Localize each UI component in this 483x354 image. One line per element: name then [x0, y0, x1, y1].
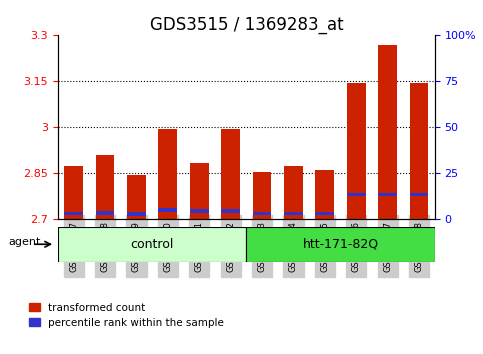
Bar [253, 212, 271, 216]
Bar [410, 83, 428, 219]
Bar [315, 211, 334, 215]
Bar [378, 193, 397, 196]
Bar [190, 163, 209, 219]
Legend: transformed count, percentile rank within the sample: transformed count, percentile rank withi… [29, 303, 224, 328]
Bar [190, 209, 209, 213]
Bar [64, 166, 83, 219]
Bar [158, 129, 177, 219]
Text: control: control [130, 238, 174, 251]
Bar [253, 172, 271, 219]
Bar [410, 193, 428, 196]
Bar [64, 212, 83, 216]
Text: agent: agent [9, 238, 41, 247]
Text: htt-171-82Q: htt-171-82Q [302, 238, 379, 251]
FancyBboxPatch shape [58, 227, 246, 262]
Bar [96, 155, 114, 219]
Bar [221, 129, 240, 219]
Bar [127, 175, 146, 219]
Bar [284, 211, 303, 215]
Bar [315, 170, 334, 219]
FancyBboxPatch shape [246, 227, 435, 262]
Bar [221, 209, 240, 213]
Bar [347, 83, 366, 219]
Bar [347, 193, 366, 196]
Title: GDS3515 / 1369283_at: GDS3515 / 1369283_at [150, 16, 343, 34]
Bar [96, 211, 114, 215]
Bar [158, 208, 177, 212]
Bar [378, 45, 397, 219]
Bar [284, 166, 303, 219]
Bar [127, 212, 146, 216]
